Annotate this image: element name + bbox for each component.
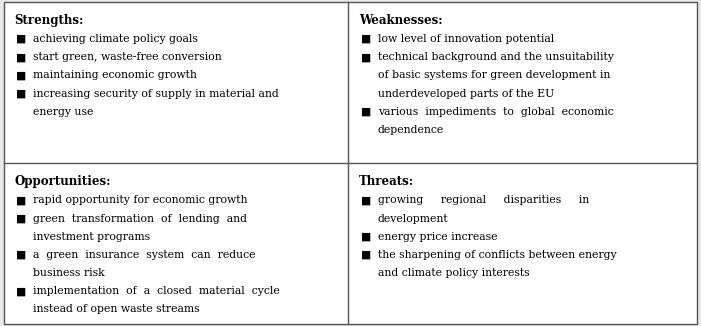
Text: of basic systems for green development in: of basic systems for green development i…	[378, 70, 610, 80]
Text: growing     regional     disparities     in: growing regional disparities in	[378, 195, 589, 205]
Text: ■: ■	[360, 107, 370, 117]
Text: energy price increase: energy price increase	[378, 232, 497, 242]
Text: and climate policy interests: and climate policy interests	[378, 268, 529, 278]
Text: ■: ■	[15, 214, 25, 224]
Text: energy use: energy use	[33, 107, 93, 117]
Text: development: development	[378, 214, 449, 224]
Text: various  impediments  to  global  economic: various impediments to global economic	[378, 107, 613, 117]
Text: ■: ■	[15, 286, 25, 296]
Text: achieving climate policy goals: achieving climate policy goals	[33, 34, 198, 44]
Text: the sharpening of conflicts between energy: the sharpening of conflicts between ener…	[378, 250, 616, 260]
Text: investment programs: investment programs	[33, 232, 150, 242]
Text: dependence: dependence	[378, 125, 444, 135]
Text: ■: ■	[15, 70, 25, 80]
Text: ■: ■	[360, 52, 370, 62]
Text: increasing security of supply in material and: increasing security of supply in materia…	[33, 88, 279, 98]
Text: ■: ■	[15, 88, 25, 98]
Text: a  green  insurance  system  can  reduce: a green insurance system can reduce	[33, 250, 255, 260]
Text: green  transformation  of  lending  and: green transformation of lending and	[33, 214, 247, 224]
Text: start green, waste-free conversion: start green, waste-free conversion	[33, 52, 222, 62]
Text: maintaining economic growth: maintaining economic growth	[33, 70, 197, 80]
Text: Strengths:: Strengths:	[14, 14, 83, 27]
Text: rapid opportunity for economic growth: rapid opportunity for economic growth	[33, 195, 247, 205]
Text: underdeveloped parts of the EU: underdeveloped parts of the EU	[378, 88, 554, 98]
Text: Weaknesses:: Weaknesses:	[359, 14, 442, 27]
Text: low level of innovation potential: low level of innovation potential	[378, 34, 554, 44]
Text: ■: ■	[360, 34, 370, 44]
Text: ■: ■	[15, 195, 25, 205]
Text: Opportunities:: Opportunities:	[14, 175, 111, 188]
Text: business risk: business risk	[33, 268, 104, 278]
Text: implementation  of  a  closed  material  cycle: implementation of a closed material cycl…	[33, 286, 280, 296]
Text: ■: ■	[15, 52, 25, 62]
Text: technical background and the unsuitability: technical background and the unsuitabili…	[378, 52, 613, 62]
Text: instead of open waste streams: instead of open waste streams	[33, 304, 200, 314]
Text: ■: ■	[15, 250, 25, 260]
Text: ■: ■	[360, 195, 370, 205]
Text: Threats:: Threats:	[359, 175, 414, 188]
Text: ■: ■	[15, 34, 25, 44]
Text: ■: ■	[360, 250, 370, 260]
Text: ■: ■	[360, 232, 370, 242]
